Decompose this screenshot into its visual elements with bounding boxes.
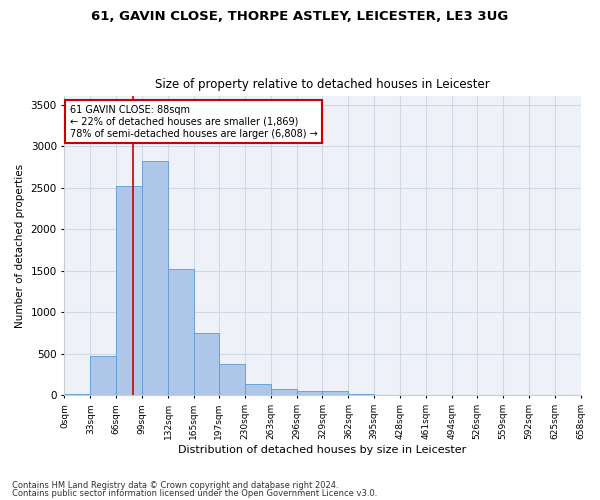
Bar: [142, 161, 168, 396]
Bar: [271, 389, 296, 396]
Bar: [245, 384, 271, 396]
Y-axis label: Number of detached properties: Number of detached properties: [15, 164, 25, 328]
Text: 61, GAVIN CLOSE, THORPE ASTLEY, LEICESTER, LE3 3UG: 61, GAVIN CLOSE, THORPE ASTLEY, LEICESTE…: [91, 10, 509, 23]
Bar: [64, 394, 91, 396]
Title: Size of property relative to detached houses in Leicester: Size of property relative to detached ho…: [155, 78, 490, 91]
Bar: [194, 333, 219, 396]
X-axis label: Distribution of detached houses by size in Leicester: Distribution of detached houses by size …: [178, 445, 467, 455]
Bar: [91, 356, 116, 396]
Bar: [296, 391, 322, 396]
Bar: [168, 269, 194, 396]
Text: Contains HM Land Registry data © Crown copyright and database right 2024.: Contains HM Land Registry data © Crown c…: [12, 481, 338, 490]
Bar: [219, 364, 245, 396]
Bar: [116, 186, 142, 396]
Text: 61 GAVIN CLOSE: 88sqm
← 22% of detached houses are smaller (1,869)
78% of semi-d: 61 GAVIN CLOSE: 88sqm ← 22% of detached …: [70, 106, 317, 138]
Bar: [322, 391, 349, 396]
Text: Contains public sector information licensed under the Open Government Licence v3: Contains public sector information licen…: [12, 488, 377, 498]
Bar: [349, 394, 374, 396]
